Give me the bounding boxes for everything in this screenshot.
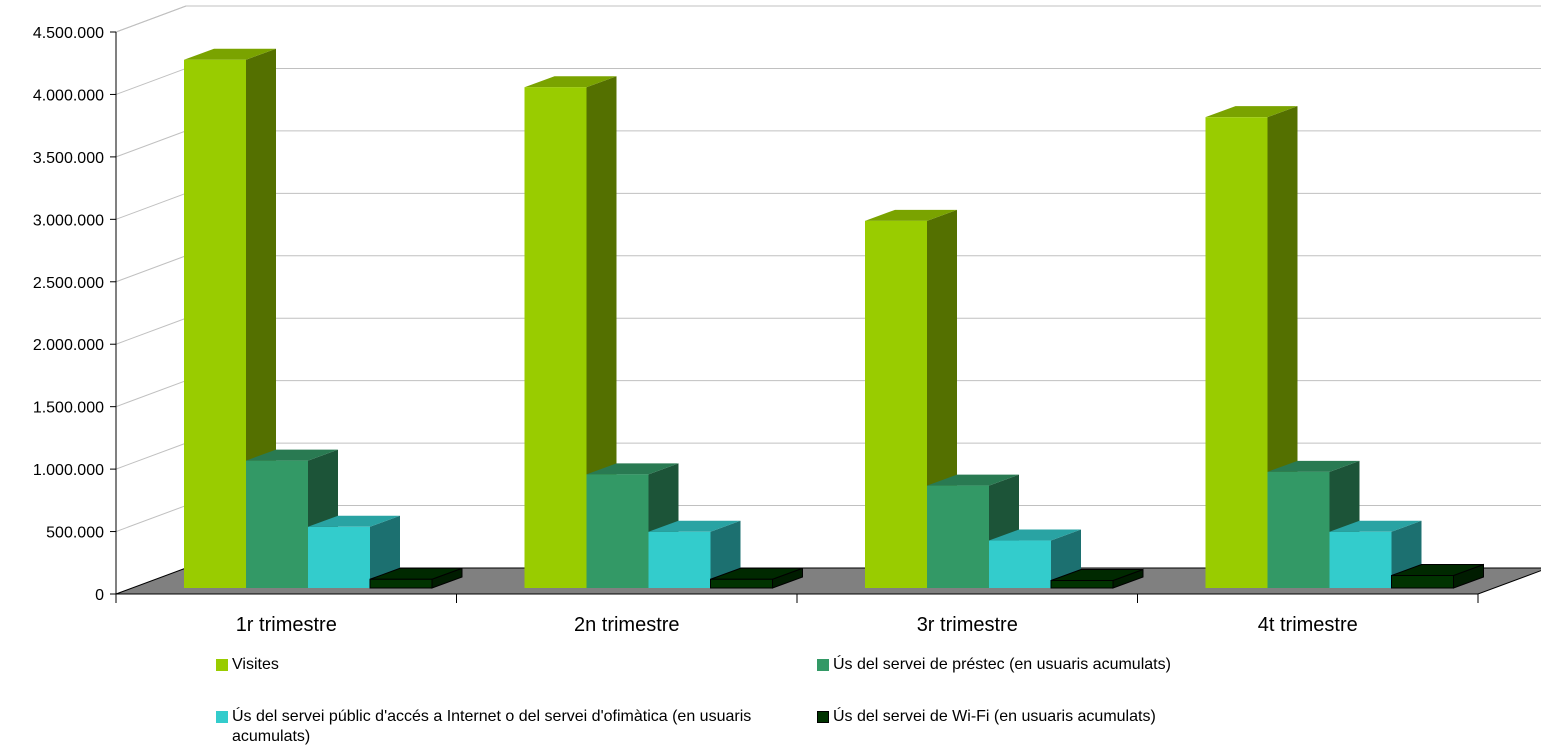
bar — [1050, 568, 1144, 589]
x-axis: 1r trimestre 2n trimestre 3r trimestre 4t t… — [115, 593, 1479, 636]
x-tick-label: 1r trimestre — [236, 614, 337, 636]
gridline-diagonal — [115, 192, 187, 220]
y-tick-label: 4.000.000 — [33, 87, 104, 104]
bar — [524, 76, 617, 588]
bar-front — [184, 59, 246, 589]
bar-front — [524, 87, 587, 588]
side-wall — [116, 6, 186, 594]
x-tick-label: 2n trimestre — [574, 614, 680, 636]
x-tick-label: 3r trimestre — [917, 614, 1018, 636]
y-tick-label: 3.500.000 — [33, 150, 104, 167]
bar-front — [586, 474, 649, 588]
bar-top — [1329, 520, 1422, 532]
bar-front — [1205, 117, 1268, 589]
bar-front — [1329, 531, 1392, 588]
wall-top-edge — [115, 5, 187, 33]
bar-top — [246, 449, 338, 461]
bar-top — [308, 515, 400, 527]
bar-front — [1391, 575, 1454, 589]
bar-top — [865, 209, 957, 221]
bar-front — [246, 460, 308, 588]
bar-top — [524, 76, 617, 88]
bar-front — [989, 540, 1051, 588]
bars — [184, 48, 1484, 589]
y-tick-label: 4.500.000 — [33, 25, 104, 42]
y-tick-label: 2.000.000 — [33, 337, 104, 354]
bar-top — [989, 529, 1081, 541]
bar — [184, 48, 276, 589]
bar-top — [586, 463, 679, 475]
bar-front — [927, 485, 989, 588]
bar — [369, 567, 463, 589]
gridline-diagonal — [115, 255, 187, 283]
y-tick-label: 500.000 — [46, 525, 104, 542]
bar-side — [586, 76, 617, 588]
y-tick-label: 3.000.000 — [33, 212, 104, 229]
bar-top — [927, 474, 1019, 486]
bar — [710, 567, 803, 589]
bar-side — [370, 515, 400, 588]
y-tick-label: 1.500.000 — [33, 400, 104, 417]
y-tick-label: 1.000.000 — [33, 462, 104, 479]
bar — [308, 515, 400, 588]
bar-front — [710, 578, 773, 589]
gridline-diagonal — [115, 505, 187, 533]
bar-front — [1050, 580, 1114, 589]
bar-top — [648, 520, 741, 532]
bar-top — [184, 48, 276, 60]
grid-lines — [115, 5, 1541, 533]
y-axis: 0 500.000 1.000.000 1.500.000 2.000.000 2.500… — [33, 25, 117, 604]
bar-front — [1267, 471, 1330, 588]
y-tick-label: 0 — [95, 587, 104, 604]
bar-top — [1267, 460, 1360, 472]
gridline-diagonal — [115, 130, 187, 158]
bar — [1267, 460, 1360, 588]
gridline-diagonal — [115, 380, 187, 408]
gridline-diagonal — [115, 442, 187, 470]
y-tick-label: 2.500.000 — [33, 275, 104, 292]
gridline-diagonal — [115, 317, 187, 345]
x-tick-label: 4t trimestre — [1258, 614, 1358, 636]
bar-front — [369, 578, 433, 589]
bar-front — [308, 526, 370, 588]
bar-front — [865, 220, 927, 588]
chart-walls — [116, 6, 186, 594]
bar — [1391, 563, 1484, 589]
gridline-diagonal — [115, 67, 187, 95]
bar-top — [1205, 106, 1298, 118]
bar-front — [648, 531, 711, 588]
